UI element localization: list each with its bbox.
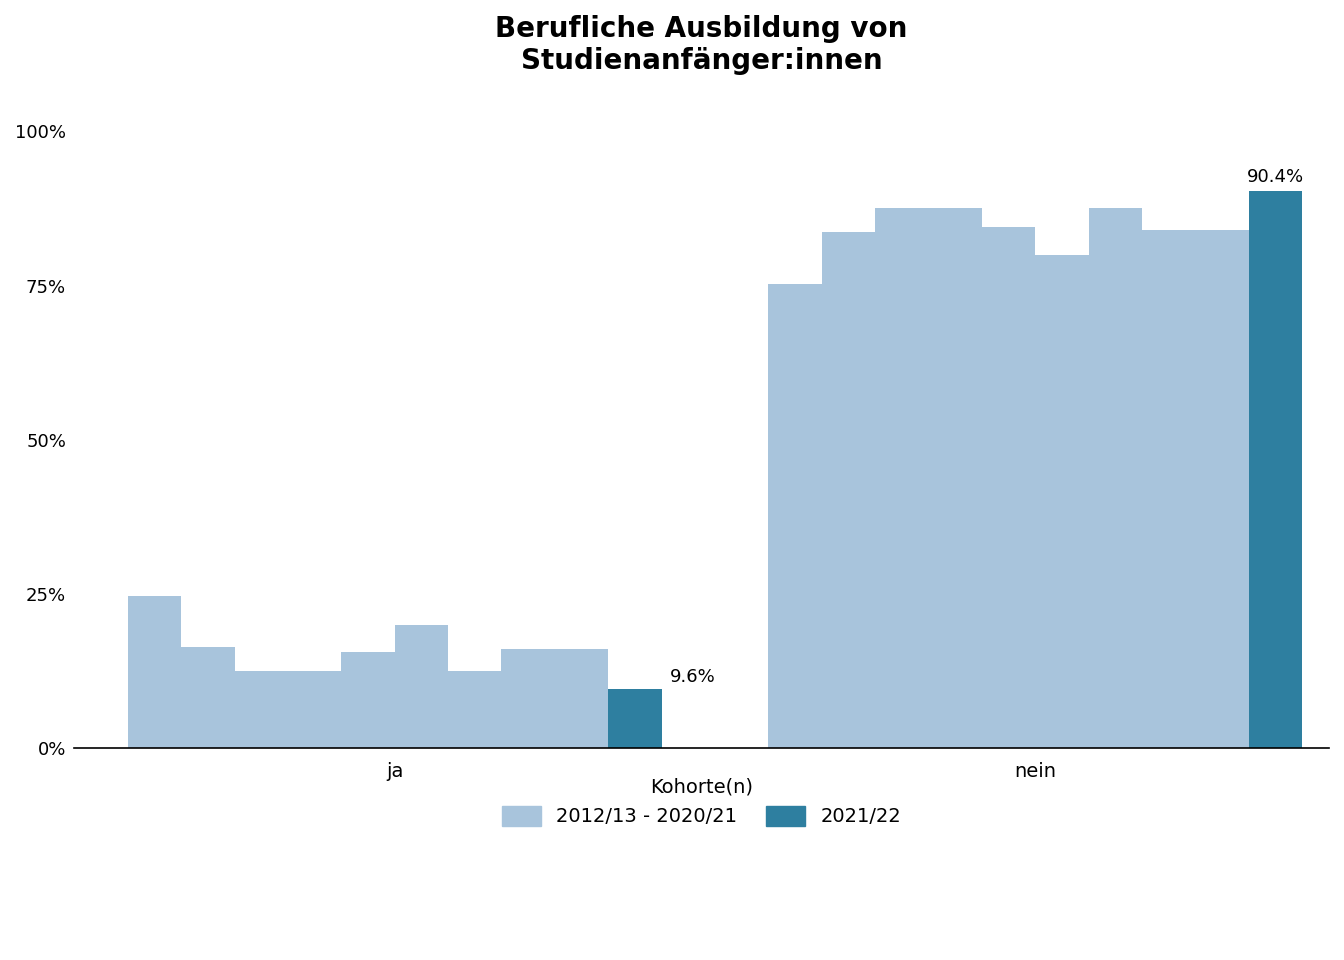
- Bar: [929, 208, 982, 748]
- Bar: [288, 671, 341, 748]
- Bar: [501, 649, 555, 748]
- Bar: [821, 232, 875, 748]
- Bar: [128, 595, 181, 748]
- Bar: [234, 671, 288, 748]
- Bar: [181, 647, 234, 748]
- Bar: [609, 688, 661, 748]
- Bar: [1035, 254, 1089, 748]
- Bar: [448, 671, 501, 748]
- Text: 9.6%: 9.6%: [669, 667, 715, 685]
- Bar: [1249, 191, 1302, 748]
- Bar: [341, 652, 395, 748]
- Text: 90.4%: 90.4%: [1247, 168, 1304, 185]
- Title: Berufliche Ausbildung von
Studienanfänger:innen: Berufliche Ausbildung von Studienanfänge…: [496, 15, 907, 76]
- Bar: [1142, 230, 1196, 748]
- Bar: [555, 649, 609, 748]
- Bar: [982, 227, 1035, 748]
- Bar: [769, 283, 821, 748]
- Bar: [875, 208, 929, 748]
- Bar: [395, 625, 448, 748]
- Bar: [1089, 208, 1142, 748]
- Bar: [1196, 230, 1249, 748]
- Legend: 2012/13 - 2020/21, 2021/22: 2012/13 - 2020/21, 2021/22: [492, 767, 911, 836]
